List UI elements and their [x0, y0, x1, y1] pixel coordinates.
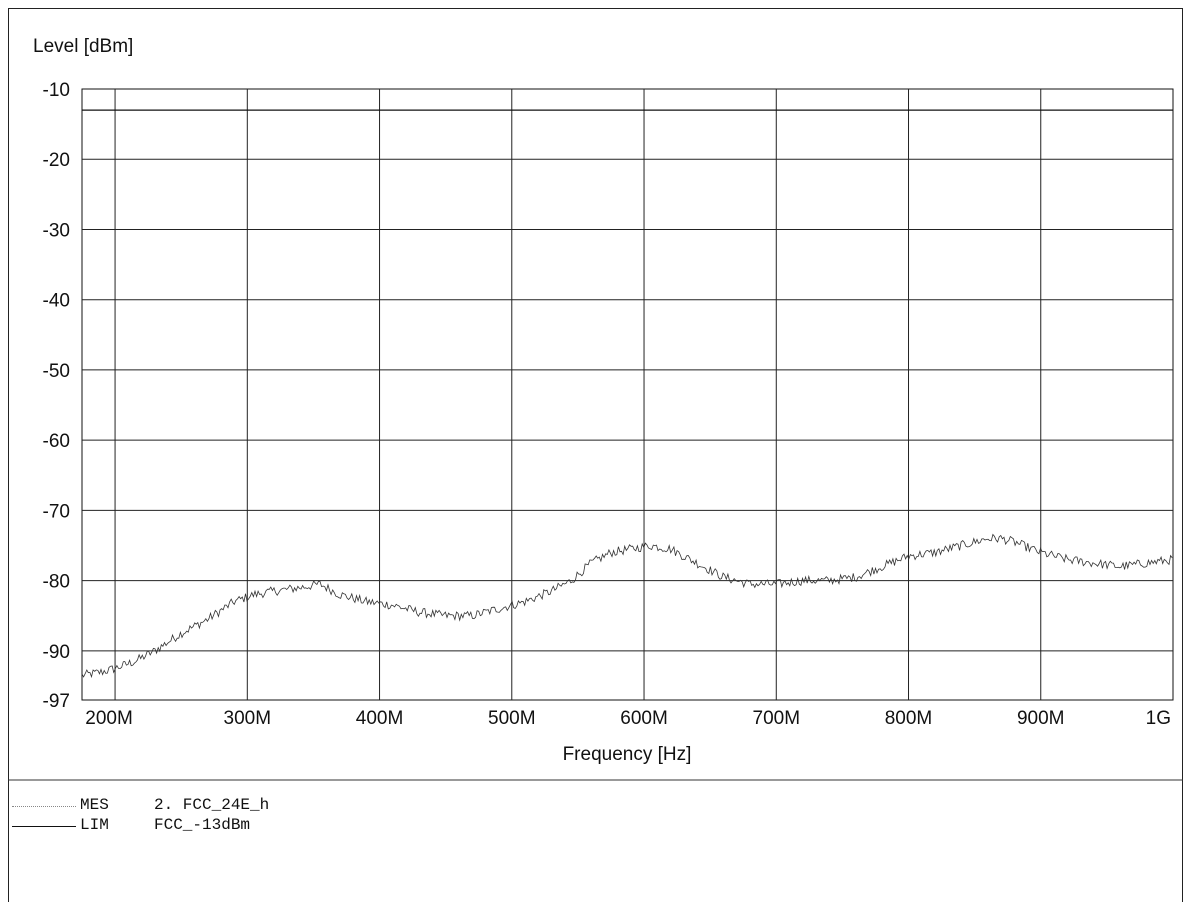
y-tick-label: -20	[43, 150, 70, 171]
x-tick-label: 700M	[753, 708, 801, 729]
x-tick-label: 300M	[224, 708, 272, 729]
x-tick-label: 800M	[885, 708, 933, 729]
x-tick-label: 500M	[488, 708, 536, 729]
x-tick-label: 900M	[1017, 708, 1065, 729]
x-tick-label: 1G	[1146, 708, 1171, 729]
y-tick-label: -40	[43, 291, 70, 312]
x-tick-label: 600M	[620, 708, 668, 729]
chart-grid	[81, 88, 1174, 701]
legend-swatch-lim	[12, 826, 76, 827]
y-tick-label: -70	[43, 501, 70, 522]
chart-svg: -10 -20 -30 -40 -50 -60 -70 -80 -90 -97 200M 300M 40…	[8, 36, 1183, 781]
legend-entry-lim: LIM FCC_-13dBm	[8, 816, 608, 836]
plot-area-border	[81, 88, 1174, 701]
x-tick-label: 200M	[85, 708, 133, 729]
chart-frame	[8, 8, 1183, 902]
y-tick-label: -90	[43, 642, 70, 663]
legend-name-lim: FCC_-13dBm	[154, 816, 251, 834]
y-tick-label: -97	[43, 691, 70, 712]
legend-swatch-mes	[12, 806, 76, 807]
legend-code-lim: LIM	[80, 816, 109, 834]
y-tick-label: -50	[43, 361, 70, 382]
y-axis-label: Level [dBm]	[33, 36, 133, 57]
legend-name-mes: 2. FCC_24E_h	[154, 796, 270, 814]
legend-entry-mes: MES 2. FCC_24E_h	[8, 796, 608, 816]
chart-tick-labels: -10 -20 -30 -40 -50 -60 -70 -80 -90 -97 200M 300M 40…	[43, 80, 1171, 729]
y-tick-label: -80	[43, 572, 70, 593]
measured-trace	[81, 533, 1173, 679]
chart-series-group	[81, 109, 1173, 679]
y-tick-label: -30	[43, 220, 70, 241]
y-tick-label: -60	[43, 431, 70, 452]
x-axis-label: Frequency [Hz]	[563, 744, 692, 765]
x-tick-label: 400M	[356, 708, 404, 729]
legend-code-mes: MES	[80, 796, 109, 814]
y-tick-label: -10	[43, 80, 70, 101]
chart-legend: MES 2. FCC_24E_h LIM FCC_-13dBm	[8, 796, 608, 836]
